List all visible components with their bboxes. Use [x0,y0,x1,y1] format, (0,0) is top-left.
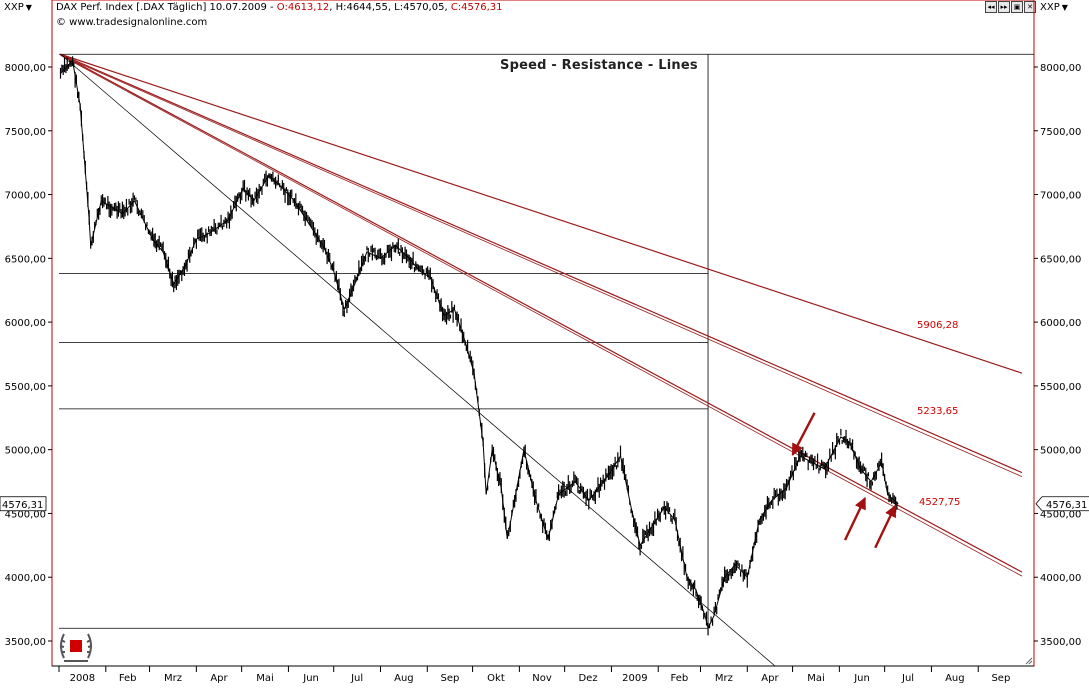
wreath-logo [59,633,93,662]
symbol-right-label: XXP [1040,2,1060,13]
scroll-right-button[interactable]: ▸▸ [998,1,1010,13]
speed-line-offset [60,54,1023,577]
chevron-down-icon: ▼ [25,3,32,12]
x-tick-label: 2009 [622,673,647,684]
instrument-label: DAX Perf. Index [.DAX Täglich] 10.07.200… [56,2,277,13]
x-tick-label: Dez [578,673,597,684]
y-tick-label-left: 8000,00 [5,63,46,74]
y-tick-label-right: 6500,00 [1040,254,1081,265]
speed-line-label: 5233,65 [917,406,958,417]
high-value: H:4644,55 [335,2,388,13]
annotation-arrow [791,412,816,456]
speed-line [60,53,776,667]
speed-line-label: 5906,28 [917,320,958,331]
x-tick-label: Feb [671,673,689,684]
x-tick-label: 2008 [70,673,95,684]
y-tick-label-right: 7500,00 [1040,127,1081,138]
title-bar: XXP ▼ DAX Perf. Index [.DAX Täglich] 10.0… [0,0,1089,16]
y-tick-label-left: 6000,00 [5,318,46,329]
x-tick-label: Mrz [164,673,182,684]
symbol-dropdown-right[interactable]: XXP ▼ [1040,1,1068,15]
x-tick-label: Jun [853,673,870,684]
y-tick-label-left: 3500,00 [5,637,46,648]
low-value: L:4570,05 [394,2,445,13]
maximize-button[interactable]: ▣ [1011,1,1023,13]
close-value: C:4576,31 [450,2,503,13]
symbol-dropdown-left[interactable]: XXP ▼ [4,1,32,15]
speed-line [60,53,1023,474]
x-tick-label: Apr [210,673,228,684]
y-tick-label-right: 7000,00 [1040,191,1081,202]
last-price-left: 4576,31 [2,500,43,511]
window-controls: ◂◂ ▸▸ ▣ ✕ [985,1,1036,13]
y-tick-label-left: 7000,00 [5,191,46,202]
y-tick-label-left: 5000,00 [5,446,46,457]
speed-line-offset [60,54,1023,477]
speed-line [60,53,1023,374]
x-tick-label: Feb [119,673,137,684]
x-tick-label: Okt [487,673,505,684]
x-tick-label: Aug [394,673,414,684]
resize-grip-icon[interactable] [1025,657,1033,665]
x-tick-label: Jul [350,673,363,684]
x-tick-label: Sep [991,673,1010,684]
y-tick-label-left: 4000,00 [5,573,46,584]
chart-title: Speed - Resistance - Lines [500,58,698,73]
x-tick-label: Nov [532,673,552,684]
y-tick-label-left: 7500,00 [5,127,46,138]
y-tick-label-left: 6500,00 [5,254,46,265]
open-value: O:4613,12 [276,2,330,13]
close-button[interactable]: ✕ [1024,1,1036,13]
y-tick-label-right: 3500,00 [1040,637,1081,648]
y-tick-label-right: 8000,00 [1040,63,1081,74]
x-tick-label: Mrz [715,673,733,684]
y-tick-label-left: 4500,00 [5,509,46,520]
last-price-right: 4576,31 [1046,500,1087,511]
speed-line [60,53,1023,573]
price-series-line [60,59,899,630]
last-price-box-left [0,496,47,512]
speed-line-label: 4527,75 [919,497,960,508]
x-tick-label: Mai [807,673,825,684]
annotation-arrow [843,497,867,541]
x-tick-label: Sep [441,673,460,684]
y-tick-label-left: 5500,00 [5,382,46,393]
y-tick-label-right: 4500,00 [1040,509,1081,520]
copyright-text: © www.tradesignalonline.com [56,17,208,28]
symbol-left-label: XXP [4,2,24,13]
y-tick-label-right: 4000,00 [1040,573,1081,584]
x-tick-label: Mai [256,673,274,684]
x-tick-label: Apr [761,673,779,684]
x-tick-label: Aug [945,673,965,684]
x-tick-label: Jul [901,673,914,684]
annotation-arrow [874,504,897,549]
y-tick-label-right: 5000,00 [1040,446,1081,457]
last-price-box-right [1035,496,1089,512]
x-tick-label: Jun [302,673,319,684]
scroll-left-button[interactable]: ◂◂ [985,1,997,13]
y-tick-label-right: 6000,00 [1040,318,1081,329]
chart-header: DAX Perf. Index [.DAX Täglich] 10.07.200… [56,2,503,13]
y-tick-label-right: 5500,00 [1040,382,1081,393]
chevron-down-icon: ▼ [1061,3,1068,12]
